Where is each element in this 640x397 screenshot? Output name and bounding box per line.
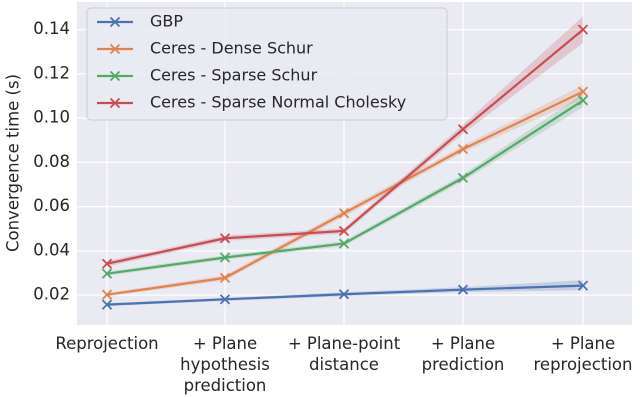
x-tick-label: + Plane reprojection <box>533 334 633 374</box>
y-tick-label: 0.12 <box>33 63 70 82</box>
y-tick-label: 0.06 <box>33 196 70 215</box>
marker <box>338 225 350 237</box>
y-tick-label: 0.02 <box>33 285 70 304</box>
marker <box>457 124 469 135</box>
x-tick-label: Reprojection <box>55 334 159 353</box>
y-tick-label: 0.04 <box>33 240 70 259</box>
marker <box>577 95 589 106</box>
legend-label: Ceres - Sparse Schur <box>150 66 318 85</box>
marker <box>219 233 231 244</box>
legend-label: GBP <box>150 12 183 31</box>
marker <box>577 24 589 35</box>
legend-label: Ceres - Dense Schur <box>150 39 313 58</box>
marker <box>219 294 231 305</box>
legend-marker <box>109 70 121 82</box>
x-tick-label: + Plane hypothesis prediction <box>180 334 270 395</box>
x-tick-label: + Plane prediction <box>421 334 505 374</box>
marker <box>219 272 231 284</box>
y-tick-label: 0.10 <box>33 108 70 127</box>
marker <box>101 289 113 300</box>
legend-label: Ceres - Sparse Normal Cholesky <box>150 93 406 112</box>
y-tick-label: 0.14 <box>33 19 70 38</box>
marker <box>577 280 589 291</box>
marker <box>219 252 231 263</box>
y-tick-label: 0.08 <box>33 152 70 171</box>
marker <box>577 86 589 97</box>
marker <box>338 238 350 249</box>
marker <box>101 299 113 310</box>
legend-marker <box>109 43 121 55</box>
marker <box>457 143 469 155</box>
marker <box>457 172 469 184</box>
marker <box>101 268 113 279</box>
marker <box>101 258 113 269</box>
legend-box <box>86 7 448 121</box>
legend-marker <box>109 16 121 28</box>
marker <box>338 208 350 219</box>
marker <box>457 284 469 295</box>
marker <box>338 289 350 300</box>
y-axis-label: Convergence time (s) <box>4 74 23 252</box>
x-tick-label: + Plane-point distance <box>287 334 401 374</box>
legend-marker <box>109 97 121 109</box>
